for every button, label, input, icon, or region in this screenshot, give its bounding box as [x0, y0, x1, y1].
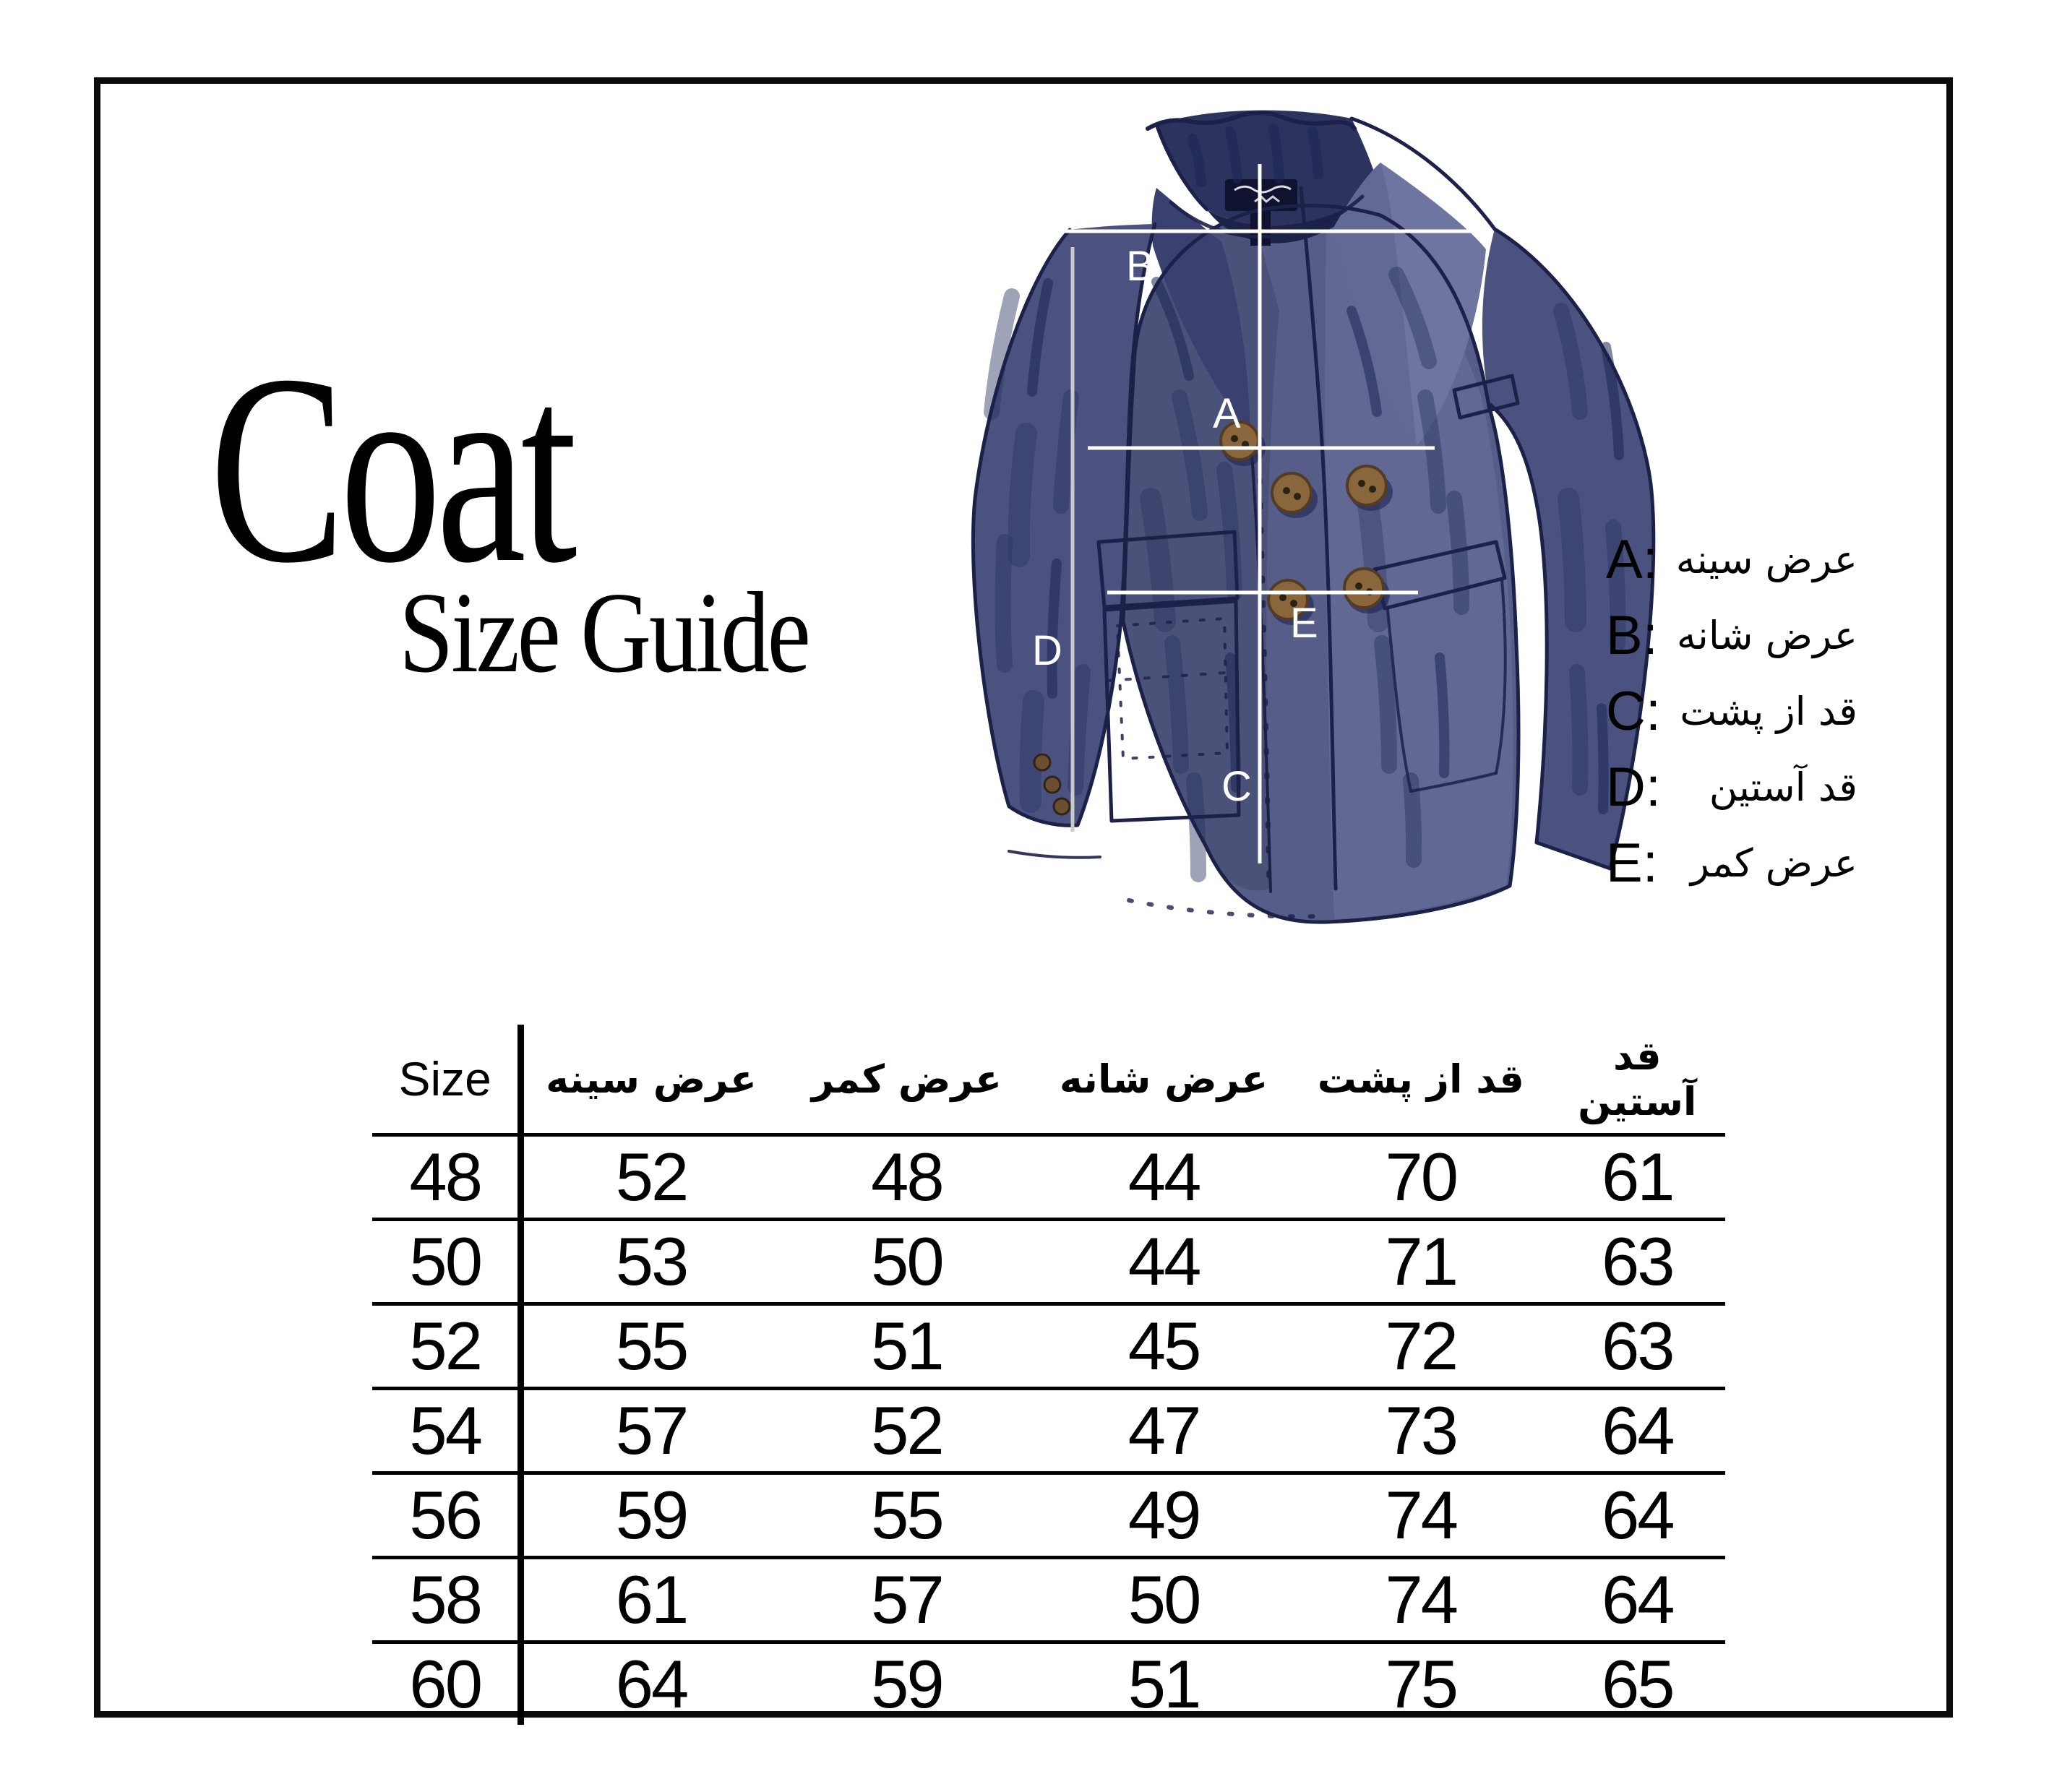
legend-item-c: C: قد از پشت: [1606, 673, 1857, 749]
cell-size: 50: [372, 1219, 525, 1306]
col-header-size: Size: [372, 1025, 525, 1137]
legend-label-a: عرض سینه: [1675, 537, 1857, 582]
cell-value: 45: [1035, 1304, 1292, 1390]
measure-label-a: A: [1213, 390, 1241, 437]
legend-label-b: عرض شانه: [1676, 613, 1857, 658]
cell-value: 74: [1292, 1557, 1550, 1644]
cell-value: 65: [1602, 1646, 1675, 1722]
col-header-chest: عرض سینه: [520, 1025, 778, 1137]
cell-value: 48: [778, 1134, 1036, 1221]
cell-value: 49: [1035, 1473, 1292, 1559]
measurement-legend: A: عرض سینه B: عرض شانه C: قد از پشت D: …: [1606, 522, 1857, 901]
table-row: 48 52 48 44 70 61: [372, 1134, 1725, 1221]
legend-item-e: E: عرض کمر: [1606, 825, 1857, 901]
measurement-lines: A B C D E: [1032, 164, 1490, 863]
cell-value: 64: [1549, 1473, 1725, 1559]
legend-label-e: عرض کمر: [1690, 840, 1857, 886]
measure-label-d: D: [1032, 627, 1062, 674]
coat-pockets: [1096, 374, 1520, 823]
cell-value: 64: [1549, 1388, 1725, 1475]
cell-value: 71: [1292, 1219, 1550, 1306]
col-header-waist: عرض کمر: [778, 1025, 1036, 1137]
cell-size: 54: [372, 1388, 525, 1475]
cell-value: 64: [1549, 1557, 1725, 1644]
cell-size: 56: [372, 1473, 525, 1559]
size-table-container: Size عرض سینه عرض کمر عرض شانه قد از پشت…: [372, 1025, 1725, 1725]
cell-value: 44: [1035, 1219, 1292, 1306]
cell-value: 52: [778, 1388, 1036, 1475]
legend-letter-c: C:: [1606, 681, 1661, 742]
cell-value: 63: [1549, 1304, 1725, 1390]
col-header-shoulder: عرض شانه: [1035, 1025, 1292, 1137]
col-header-back-length: قد از پشت: [1292, 1025, 1550, 1137]
coat-texture: [984, 123, 1626, 882]
measure-label-b: B: [1126, 243, 1154, 290]
page-subtitle: Size Guide: [399, 568, 811, 697]
coat-outline: [971, 111, 1656, 924]
table-row: 54 57 52 47 73 64: [372, 1388, 1725, 1475]
cell-value: 61: [520, 1557, 778, 1644]
size-table: Size عرض سینه عرض کمر عرض شانه قد از پشت…: [372, 1025, 1725, 1725]
legend-letter-d: D:: [1606, 757, 1661, 818]
legend-letter-e: E:: [1606, 832, 1658, 894]
measure-label-c: C: [1221, 763, 1252, 810]
cell-value: 51: [778, 1304, 1036, 1390]
cell-value: 61: [1549, 1134, 1725, 1221]
cell-value: 47: [1035, 1388, 1292, 1475]
coat-buttons: [1033, 421, 1393, 816]
cell-value: 51: [1127, 1646, 1202, 1722]
cell-value: 70: [1292, 1134, 1550, 1221]
cell-value: 55: [520, 1304, 778, 1390]
cell-size: 58: [372, 1557, 525, 1644]
cell-value: 74: [1292, 1473, 1550, 1559]
cell-value: 63: [1549, 1219, 1725, 1306]
cell-value: 72: [1292, 1304, 1550, 1390]
col-header-sleeve-length: قد آستین: [1549, 1025, 1725, 1137]
cell-value: 52: [520, 1134, 778, 1221]
coat-lapels: [1151, 163, 1486, 446]
legend-label-c: قد از پشت: [1680, 689, 1857, 734]
table-row: 56 59 55 49 74 64: [372, 1473, 1725, 1559]
legend-letter-a: A:: [1606, 529, 1658, 590]
coat-illustration: A B C D E: [918, 94, 1677, 939]
cell-value: 50: [778, 1219, 1036, 1306]
legend-item-a: A: عرض سینه: [1606, 522, 1857, 598]
cell-value: 59: [520, 1473, 778, 1559]
cell-value: 55: [778, 1473, 1036, 1559]
cell-value: 57: [778, 1557, 1036, 1644]
table-row: 60 64 59 51 75 65: [372, 1642, 1725, 1725]
table-header-row: Size عرض سینه عرض کمر عرض شانه قد از پشت…: [372, 1025, 1725, 1137]
cell-size: 52: [372, 1304, 525, 1390]
cell-value: 57: [520, 1388, 778, 1475]
cell-value: 59: [871, 1646, 945, 1722]
legend-item-d: D: قد آستین: [1606, 749, 1857, 825]
cell-value: 64: [615, 1646, 690, 1722]
cell-value: 53: [520, 1219, 778, 1306]
legend-item-b: B: عرض شانه: [1606, 598, 1857, 673]
coat-left-sleeve: [973, 224, 1155, 826]
cell-size: 48: [372, 1134, 525, 1221]
cell-value: 73: [1292, 1388, 1550, 1475]
cell-value: 44: [1035, 1134, 1292, 1221]
table-row: 50 53 50 44 71 63: [372, 1219, 1725, 1306]
page-title: Coat: [210, 319, 577, 619]
cell-size: 60: [372, 1642, 525, 1725]
cell-value: 50: [1035, 1557, 1292, 1644]
measure-label-e: E: [1290, 600, 1318, 647]
table-row: 52 55 51 45 72 63: [372, 1304, 1725, 1390]
legend-letter-b: B:: [1606, 605, 1658, 666]
table-row: 58 61 57 50 74 64: [372, 1557, 1725, 1644]
page-frame: [94, 77, 1953, 1718]
coat-svg: A B C D E: [971, 110, 1656, 924]
legend-label-d: قد آستین: [1709, 764, 1857, 810]
cell-value: 75: [1385, 1646, 1459, 1722]
